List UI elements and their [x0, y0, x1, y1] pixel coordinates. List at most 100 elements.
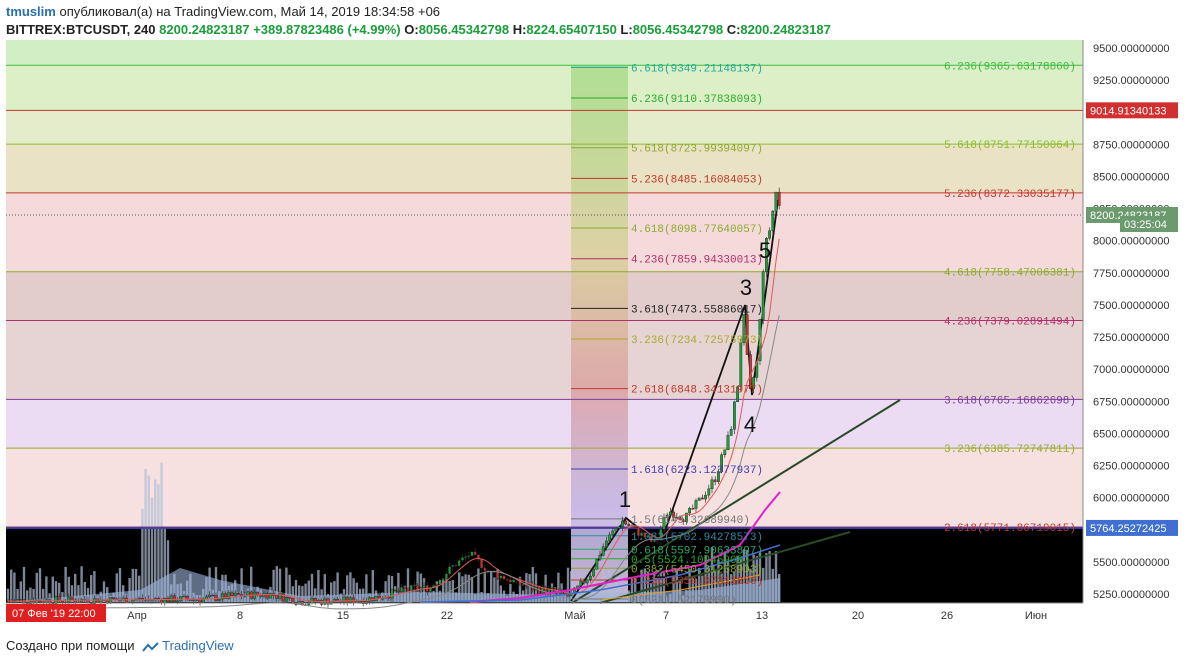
candle-body — [278, 593, 282, 599]
candle-body — [179, 596, 183, 602]
candle-body — [601, 546, 605, 556]
candle-body — [422, 585, 426, 588]
volume-bar — [54, 581, 58, 602]
trend-line-upper — [571, 399, 901, 604]
ma-fast — [7, 238, 780, 602]
y-tick-12: 6500.00000000 — [1093, 428, 1169, 440]
volume-area — [6, 568, 780, 602]
volume-bar — [493, 577, 496, 602]
price-tag-label-2: 03:25:04 — [1124, 219, 1167, 231]
crosshair-date-label: 07 Фев '19 22:00 — [12, 608, 96, 620]
volume-bar — [310, 573, 314, 602]
candle-body — [172, 595, 176, 603]
volume-bar — [288, 574, 291, 602]
volume-bar — [336, 572, 339, 602]
candle-body — [480, 559, 483, 569]
published-text: опубликовал(а) на TradingView.com, Май 1… — [59, 4, 441, 19]
ma-blue — [419, 544, 781, 603]
candle-body — [717, 471, 720, 482]
volume-bar — [710, 547, 714, 602]
fib-mid-label-10: 1.5(6149.32689940) — [631, 515, 750, 527]
candle-body — [406, 588, 410, 591]
candle-body — [358, 601, 362, 603]
candle-body — [774, 191, 778, 212]
author-link[interactable]: tmuslim — [6, 4, 56, 19]
candle-body — [224, 593, 227, 599]
volume-bar — [74, 573, 77, 602]
candle-body — [400, 587, 403, 593]
volume-bar — [346, 575, 349, 602]
volume-bar — [48, 593, 51, 602]
volume-bar — [32, 589, 35, 602]
volume-bar — [566, 567, 570, 602]
candle-body — [662, 517, 666, 530]
fib-right-label-5: 3.618(6765.16862698) — [944, 395, 1076, 407]
fib-right-label-4: 4.236(7379.02891494) — [944, 316, 1076, 328]
volume-bar — [163, 528, 166, 602]
candle-body — [672, 511, 676, 518]
volume-bar — [746, 550, 749, 602]
y-tick-7: 7750.00000000 — [1093, 268, 1169, 280]
candle-body — [617, 526, 621, 529]
volume-bar — [115, 573, 118, 602]
wave-label-3: 4 — [744, 412, 756, 437]
candle-body — [390, 589, 394, 599]
candle-body — [281, 593, 285, 602]
candle-body — [256, 591, 259, 596]
volume-bar — [464, 574, 467, 602]
volume-bar — [333, 581, 336, 602]
fib-zone-4 — [6, 192, 1083, 272]
candle-body — [669, 511, 672, 516]
volume-bar — [458, 572, 461, 602]
y-tick-8: 7500.00000000 — [1093, 300, 1169, 312]
y-tick-16: 5500.00000000 — [1093, 557, 1169, 569]
volume-bar — [752, 554, 755, 602]
candle-body — [765, 238, 768, 272]
candle-body — [182, 595, 186, 598]
tradingview-link[interactable]: TradingView — [162, 638, 234, 653]
volume-bar — [16, 588, 19, 602]
candle-body — [403, 587, 407, 589]
volume-bar — [272, 569, 275, 602]
candle-body — [710, 479, 714, 490]
candle-body — [397, 590, 400, 593]
candle-body — [496, 572, 499, 579]
volume-bar — [714, 569, 717, 602]
candle-body — [595, 558, 599, 570]
candle-body — [265, 593, 269, 599]
volume-bar — [285, 567, 288, 602]
volume-bar — [93, 571, 96, 602]
candle-body — [761, 271, 765, 320]
price-tag-2 — [1120, 216, 1178, 233]
fib-mid-label-7: 3.236(7234.72575973) — [631, 335, 763, 347]
open-value: 8056.45342798 — [418, 22, 510, 37]
candle-body — [19, 599, 23, 601]
candle-body — [70, 596, 74, 601]
candle-body — [771, 210, 775, 231]
high-label: H: — [512, 22, 527, 37]
candle-body — [236, 592, 240, 595]
candle-body — [745, 314, 749, 355]
volume-bar — [614, 569, 618, 602]
volume-bar — [739, 559, 742, 602]
y-tick-1: 9250.00000000 — [1093, 75, 1169, 87]
candle-body — [320, 600, 323, 605]
candle-body — [739, 342, 743, 387]
y-tick-9: 7250.00000000 — [1093, 332, 1169, 344]
candle-body — [742, 314, 746, 344]
volume-bar — [349, 572, 352, 602]
candle-body — [413, 584, 416, 587]
price-tag-0 — [1086, 102, 1178, 119]
fib-zones — [6, 40, 1083, 603]
publish-line: tmuslim опубликовал(а) на TradingView.co… — [6, 4, 440, 19]
candle-body — [502, 575, 506, 580]
candle-body — [585, 579, 589, 584]
volume-bar — [275, 566, 278, 602]
tradingview-logo-icon — [142, 641, 159, 652]
volume-bar — [723, 551, 726, 602]
candle-body — [454, 565, 458, 567]
volume-bar — [726, 562, 730, 602]
candle-body — [473, 551, 477, 555]
wave-labels: 1 2 3 4 5 — [619, 238, 771, 583]
volume-bar — [13, 572, 16, 602]
